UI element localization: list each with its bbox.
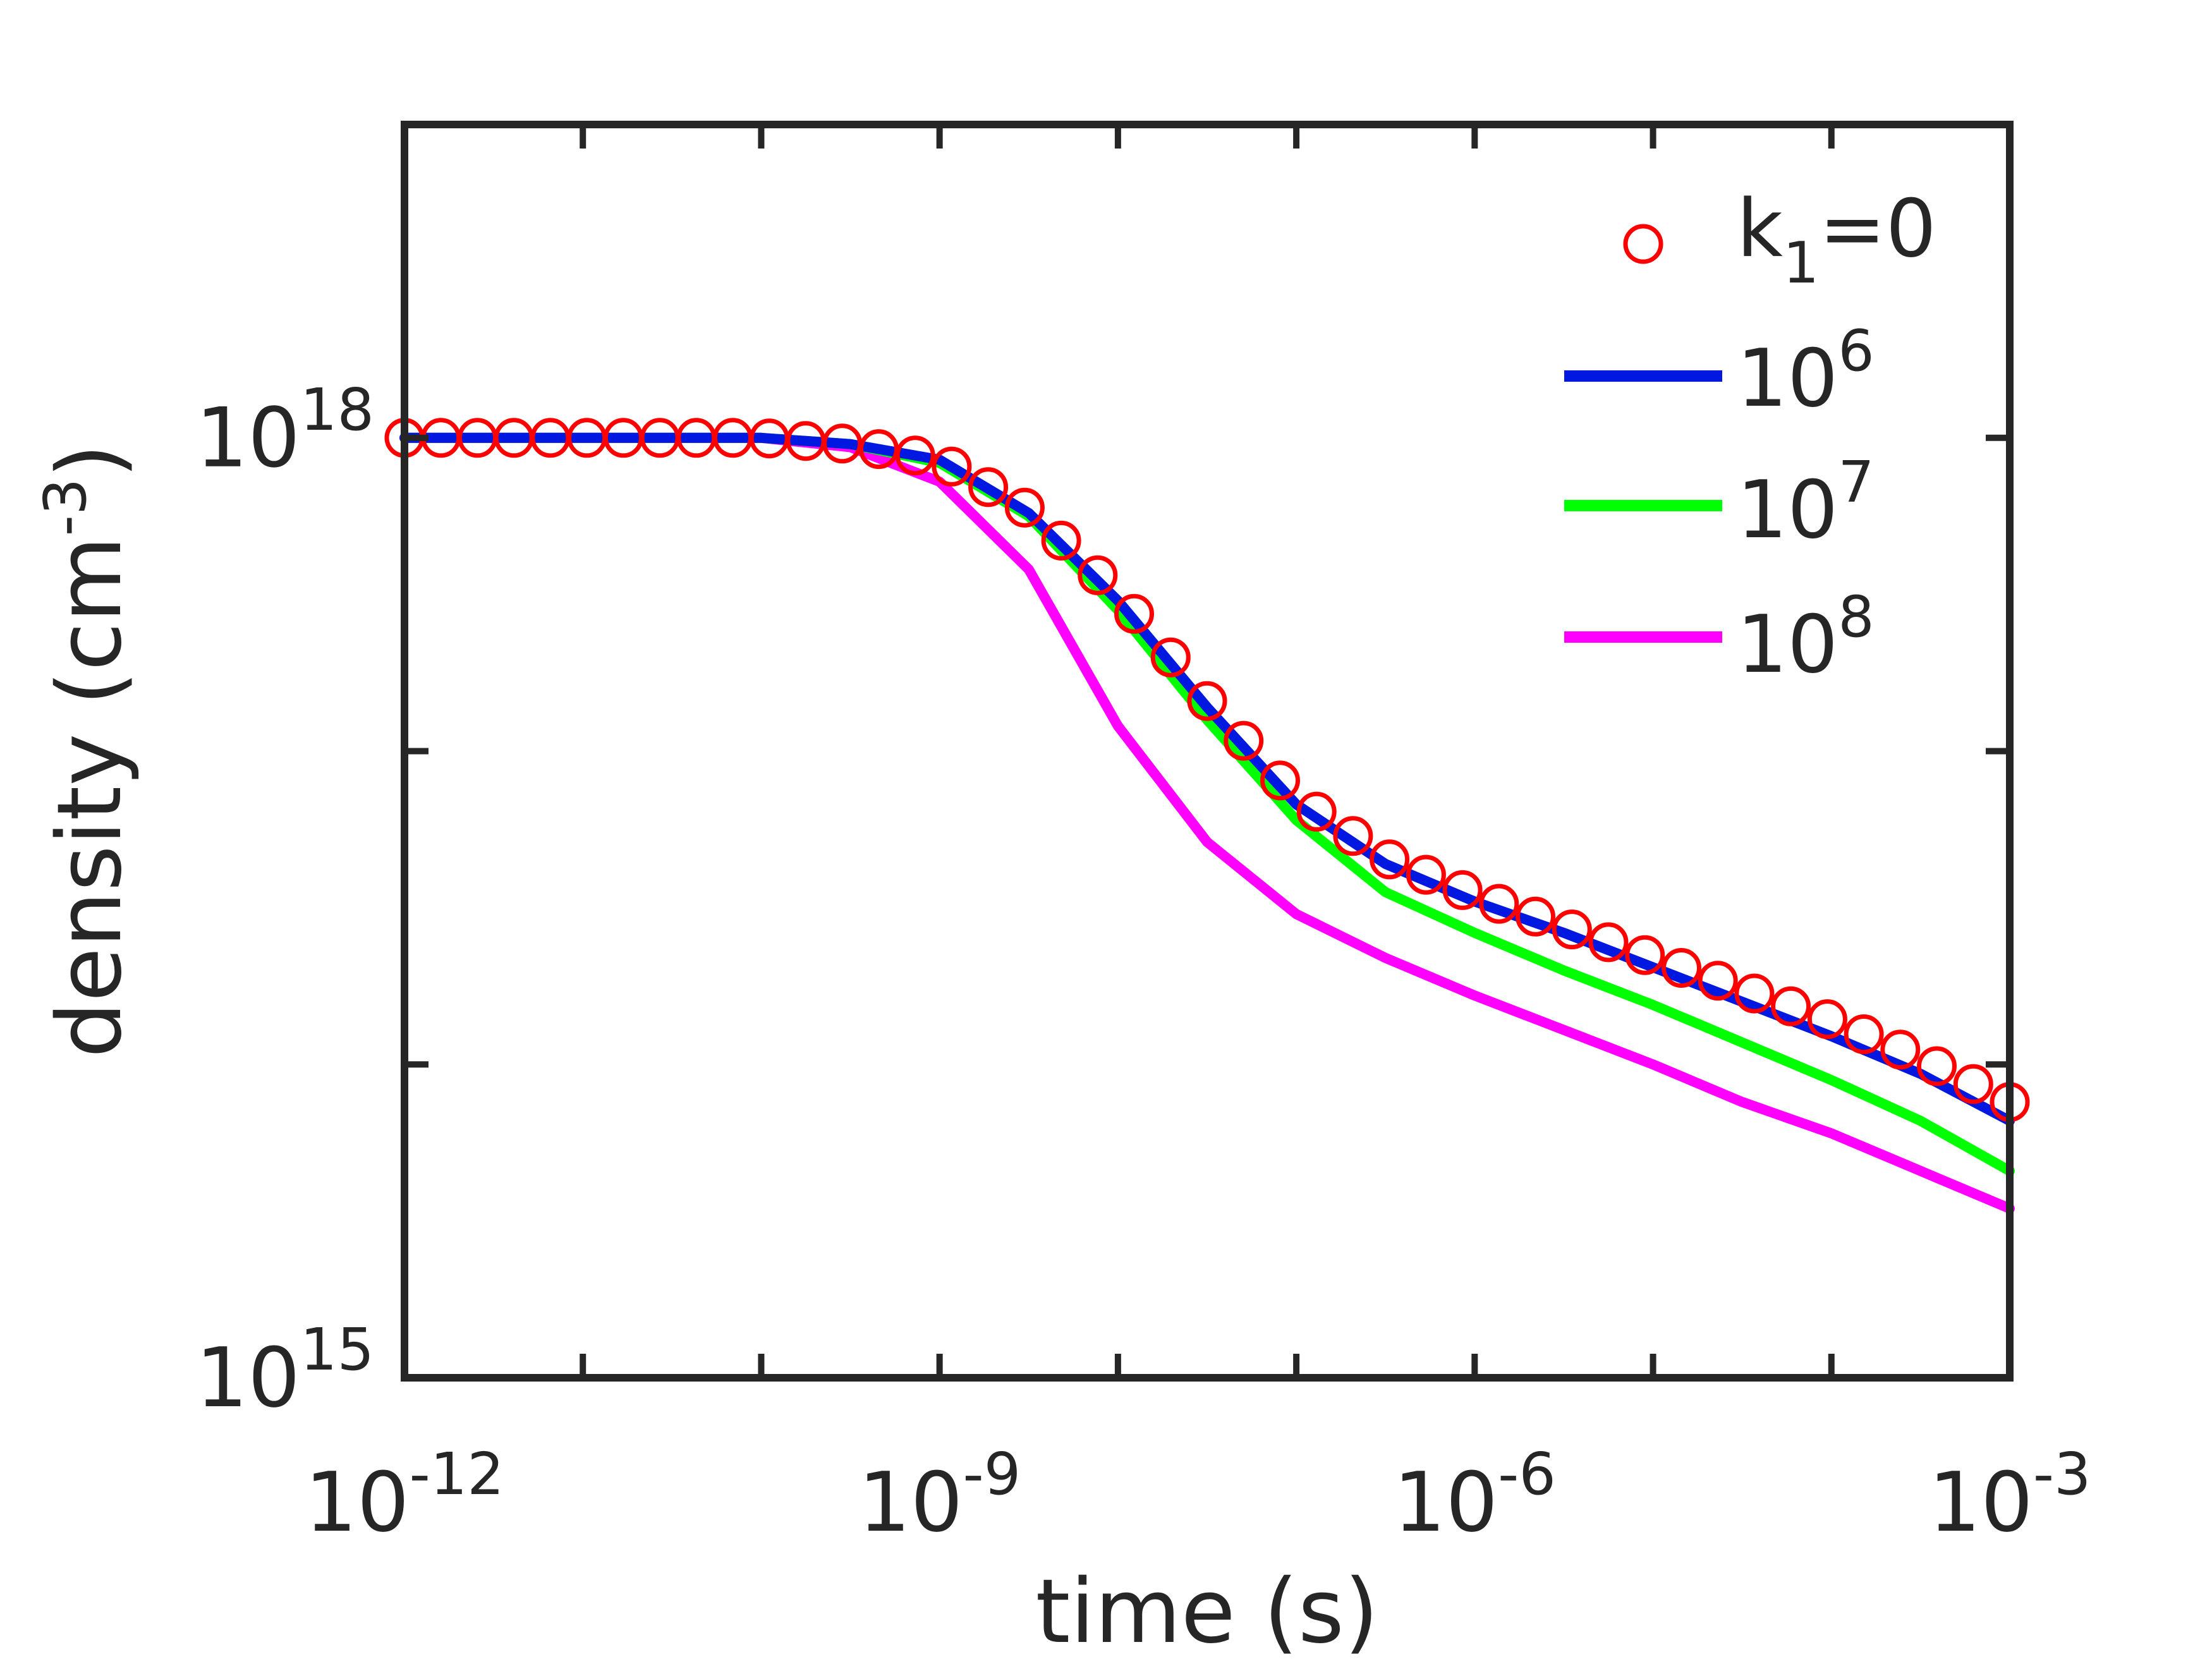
data-point-k1-0 — [1260, 760, 1300, 801]
x-tick-label-sup: -3 — [2033, 1440, 2091, 1508]
y-tick-label-base: 10 — [196, 1330, 300, 1426]
x-tick-label-base: 10 — [1928, 1454, 2033, 1550]
data-point-k1-0 — [1370, 839, 1410, 880]
legend-label-1e6: 106 — [1737, 318, 1875, 425]
data-point-k1-0 — [1917, 1046, 1957, 1086]
data-point-k1-0 — [1625, 935, 1665, 975]
legend-k1-sub: 1 — [1783, 230, 1819, 296]
y-tick-label: 1018 — [196, 376, 375, 486]
legend-1e6-base: 10 — [1737, 332, 1838, 425]
data-point-k1-0 — [1734, 973, 1775, 1014]
data-point-k1-0 — [1078, 555, 1118, 595]
series-layer — [384, 418, 2030, 1214]
data-point-k1-0 — [1442, 870, 1483, 910]
legend-k1-suffix: =0 — [1819, 182, 1936, 275]
data-point-k1-0 — [1662, 948, 1701, 988]
x-tick-label: 10-3 — [1928, 1440, 2091, 1550]
data-point-k1-0 — [968, 467, 1009, 507]
x-tick-label: 10-12 — [305, 1440, 504, 1550]
data-point-k1-0 — [1296, 791, 1337, 832]
legend-label-1e7: 107 — [1737, 449, 1875, 556]
legend-1e8-sup: 8 — [1838, 584, 1874, 650]
data-point-k1-0 — [1698, 961, 1738, 1001]
data-point-k1-0 — [1479, 884, 1519, 924]
legend-label-1e8: 108 — [1737, 584, 1875, 691]
data-point-k1-0 — [1771, 986, 1811, 1026]
data-point-k1-0 — [1041, 520, 1081, 561]
y-axis-title-sup: -3 — [32, 478, 99, 537]
legend-1e6-sup: 6 — [1838, 318, 1874, 384]
data-point-k1-0 — [1844, 1014, 1884, 1054]
x-tick-label: 10-9 — [858, 1440, 1021, 1550]
x-tick-label: 10-6 — [1394, 1440, 1556, 1550]
series-line-10-6 — [399, 432, 2015, 1126]
x-tick-label-sup: -12 — [410, 1440, 504, 1508]
legend-1e7-base: 10 — [1737, 463, 1838, 556]
data-point-k1-0 — [1588, 922, 1629, 963]
x-tick-label-sup: -6 — [1498, 1440, 1556, 1508]
y-tick-label-sup: 15 — [300, 1316, 374, 1383]
x-axis-title: time (s) — [1036, 1560, 1379, 1659]
data-point-k1-0 — [932, 446, 972, 487]
x-tick-label-base: 10 — [858, 1454, 963, 1550]
legend-marker-k1-0 — [1623, 224, 1663, 264]
y-tick-label-sup: 18 — [300, 376, 374, 444]
data-point-k1-0 — [1224, 720, 1264, 761]
data-point-k1-0 — [1516, 896, 1555, 937]
legend-1e8-base: 10 — [1737, 598, 1838, 691]
x-tick-label-base: 10 — [1394, 1454, 1498, 1550]
data-point-k1-0 — [1406, 854, 1446, 895]
data-point-k1-0 — [1004, 487, 1045, 528]
data-point-k1-0 — [895, 435, 935, 476]
data-point-k1-0 — [1333, 816, 1373, 856]
legend-k1-main: k — [1737, 182, 1783, 275]
y-axis-title-suffix: ) — [39, 444, 142, 478]
legend-label-k1-0: k1=0 — [1737, 182, 1936, 296]
x-tick-label-base: 10 — [305, 1454, 409, 1550]
data-point-k1-0 — [1807, 999, 1847, 1040]
data-point-k1-0 — [1880, 1030, 1921, 1070]
legend: k1=0 106 107 108 — [1564, 182, 1936, 691]
data-point-k1-0 — [1150, 637, 1191, 678]
data-point-k1-0 — [1552, 909, 1592, 950]
y-tick-label: 1015 — [196, 1316, 375, 1426]
data-point-k1-0 — [1187, 681, 1227, 721]
y-axis-title: density (cm-3) — [32, 444, 142, 1058]
data-point-k1-0 — [1114, 593, 1154, 634]
data-point-k1-0 — [1953, 1064, 1993, 1104]
y-tick-label-base: 10 — [196, 390, 300, 486]
y-axis-title-base: density (cm — [39, 536, 142, 1058]
legend-1e7-sup: 7 — [1838, 449, 1874, 516]
x-tick-label-sup: -9 — [963, 1440, 1021, 1508]
